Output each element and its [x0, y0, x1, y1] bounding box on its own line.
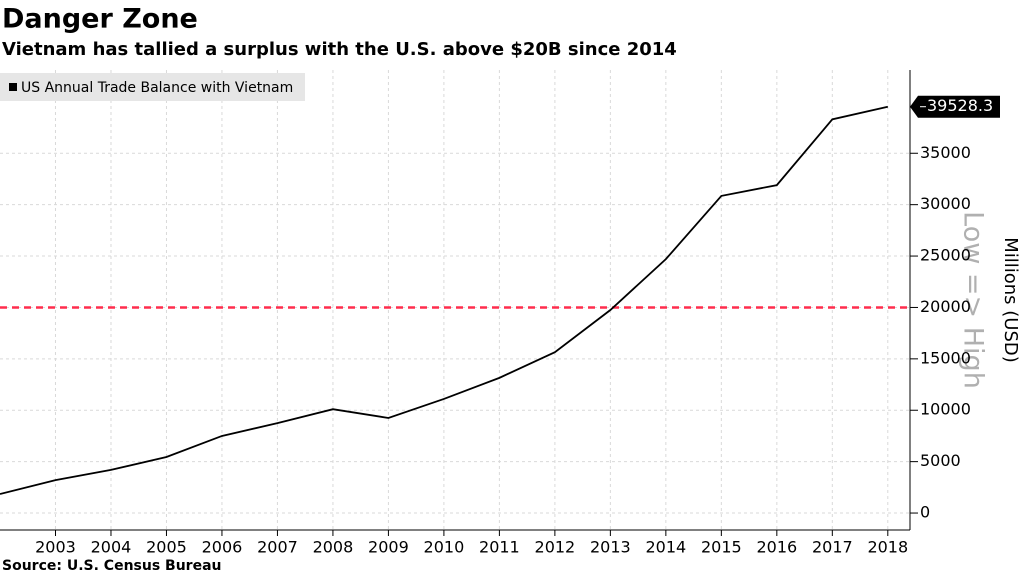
line: [0, 105, 889, 495]
y-tick-label: 30000: [920, 194, 971, 213]
y-tick-label: 10000: [920, 400, 971, 419]
x-tick-label: 2004: [91, 538, 132, 557]
legend-swatch: [9, 83, 17, 91]
x-tick-label: 2012: [535, 538, 576, 557]
y-tick-label: 35000: [920, 143, 971, 162]
y-tick-label: 25000: [920, 246, 971, 265]
x-tick-label: 2015: [701, 538, 742, 557]
x-tick-label: 2006: [202, 538, 243, 557]
x-tick-label: 2017: [812, 538, 853, 557]
y-tick-label: 15000: [920, 348, 971, 367]
y-tick-label: 20000: [920, 297, 971, 316]
last-value-flag: [910, 95, 1000, 118]
x-tick-label: 2007: [257, 538, 298, 557]
x-tick-label: 2013: [590, 538, 631, 557]
value-label: 39528.3: [927, 96, 993, 115]
y-tick-label: 5000: [920, 451, 961, 470]
y-tick-label: 0: [920, 503, 930, 522]
chart-subtitle: Vietnam has tallied a surplus with the U…: [2, 39, 677, 60]
legend-label: US Annual Trade Balance with Vietnam: [21, 80, 293, 96]
x-tick-label: 2014: [645, 538, 686, 557]
x-tick-label: 2003: [35, 538, 76, 557]
x-tick-label: 2010: [424, 538, 465, 557]
x-tick-label: 2008: [313, 538, 354, 557]
x-tick-label: 2011: [479, 538, 520, 557]
x-tick-label: 2018: [867, 538, 908, 557]
y-axis-label: Millions (USD): [1000, 237, 1021, 363]
x-tick-label: 2005: [146, 538, 187, 557]
x-tick-label: 2016: [756, 538, 797, 557]
chart-title: Danger Zone: [2, 4, 198, 35]
legend-box: [0, 73, 305, 101]
annotation: Low => High: [958, 211, 989, 389]
x-tick-label: 2009: [368, 538, 409, 557]
source: Source: U.S. Census Bureau: [2, 558, 222, 574]
